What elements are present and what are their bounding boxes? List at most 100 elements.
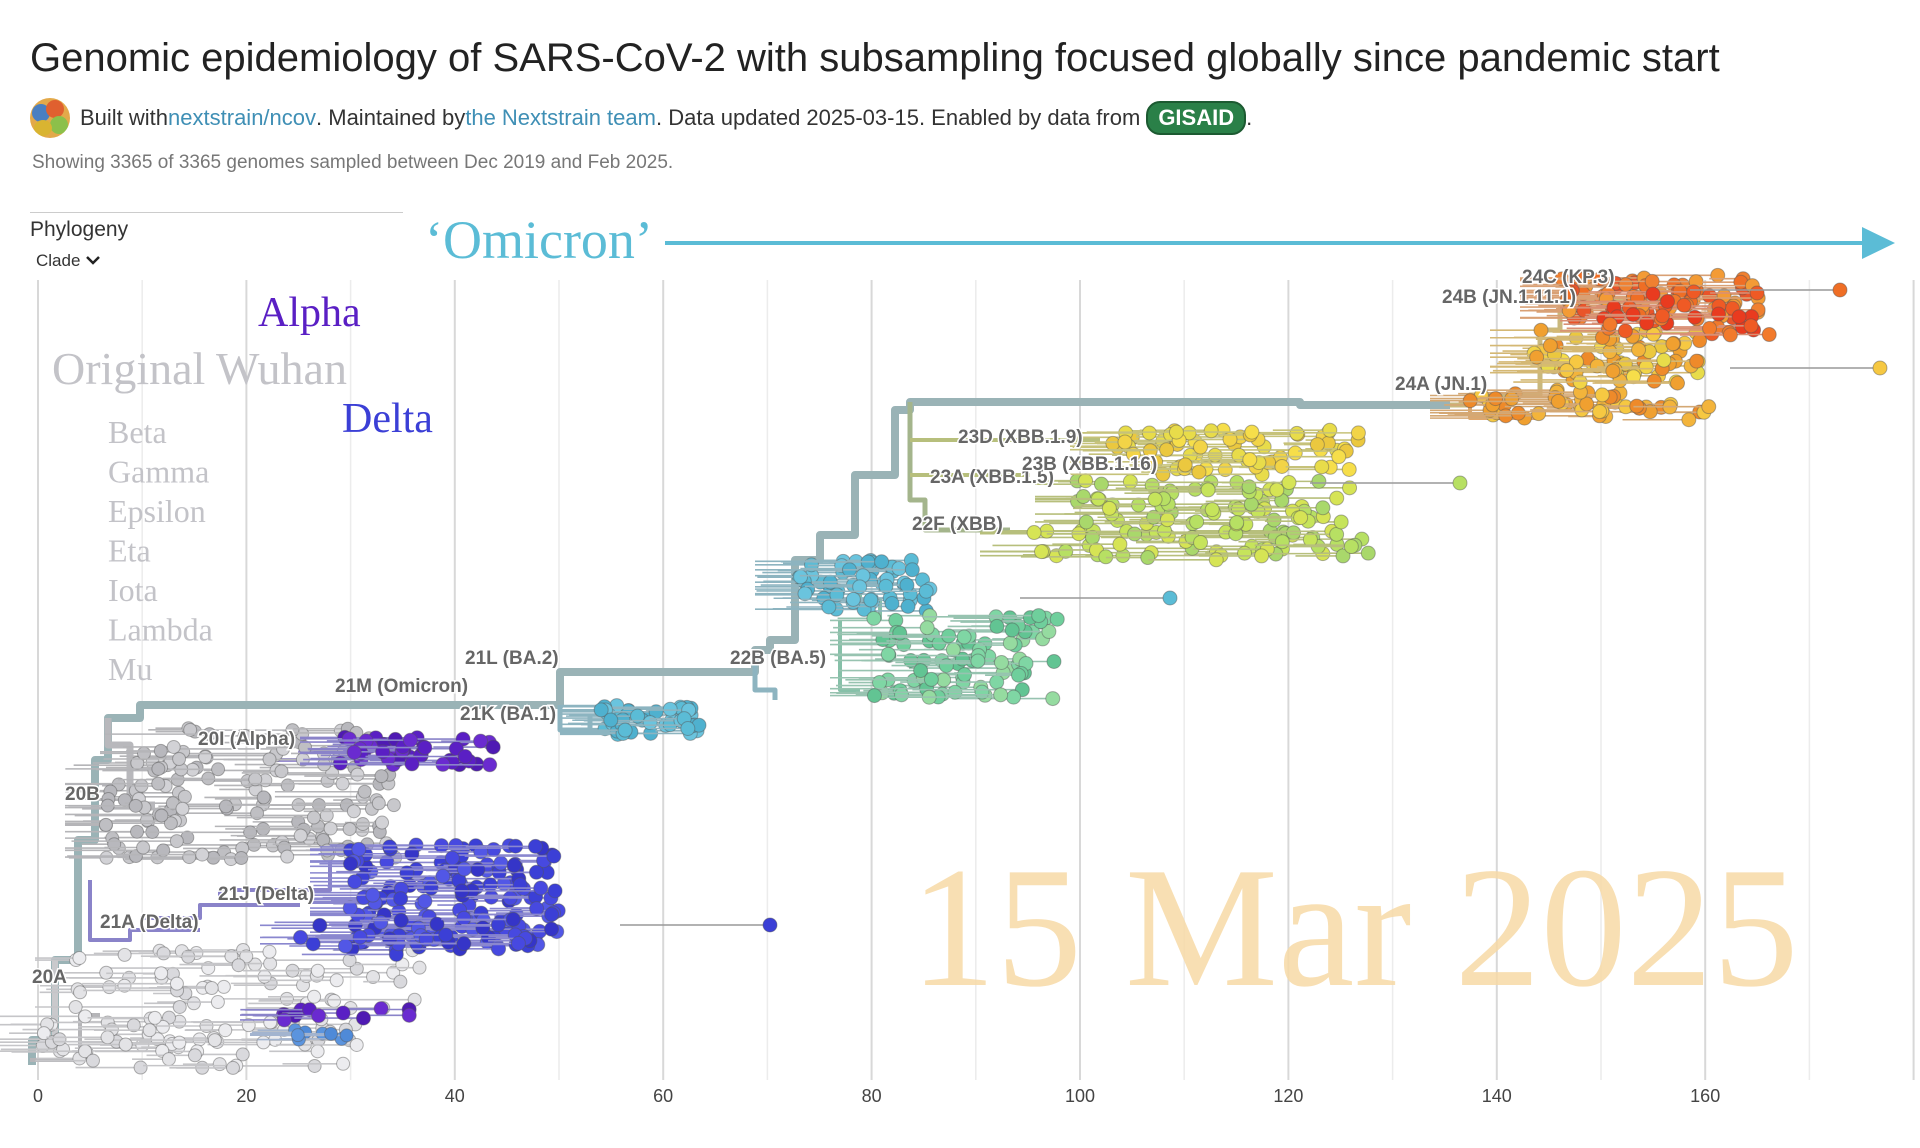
tip[interactable] — [505, 911, 521, 927]
tip[interactable] — [357, 784, 372, 799]
tip[interactable] — [1075, 489, 1091, 505]
tip[interactable] — [547, 883, 563, 899]
tip[interactable] — [793, 569, 809, 585]
tip[interactable] — [153, 743, 168, 758]
tip[interactable] — [546, 848, 562, 864]
tip[interactable] — [1127, 526, 1143, 542]
tip[interactable] — [603, 712, 619, 728]
tip[interactable] — [1329, 526, 1345, 542]
tip[interactable] — [872, 675, 888, 691]
tip[interactable] — [1159, 442, 1175, 458]
tip[interactable] — [630, 708, 646, 724]
tip[interactable] — [1011, 667, 1027, 683]
tip[interactable] — [293, 828, 308, 843]
tip[interactable] — [1112, 536, 1128, 552]
tip[interactable] — [1681, 412, 1697, 428]
tip[interactable] — [263, 1015, 278, 1030]
tip[interactable] — [225, 1060, 240, 1075]
tip[interactable] — [36, 1026, 51, 1041]
tip[interactable] — [161, 1010, 176, 1025]
tip[interactable] — [237, 728, 252, 743]
tip[interactable] — [1702, 320, 1718, 336]
tip[interactable] — [1331, 449, 1347, 465]
repo-link[interactable]: nextstrain/ncov — [168, 105, 317, 130]
tip[interactable] — [1722, 327, 1738, 343]
tip[interactable] — [310, 1044, 325, 1059]
tip[interactable] — [1646, 373, 1662, 389]
tip[interactable] — [212, 1057, 227, 1072]
tip[interactable] — [307, 1058, 322, 1073]
tip[interactable] — [1618, 277, 1634, 293]
tip[interactable] — [336, 1056, 351, 1071]
tip[interactable] — [1335, 548, 1351, 564]
tip[interactable] — [85, 1053, 100, 1068]
tip[interactable] — [412, 960, 427, 975]
tip[interactable] — [198, 750, 213, 765]
tip[interactable] — [163, 816, 178, 831]
tip[interactable] — [993, 687, 1009, 703]
tip[interactable] — [456, 861, 472, 877]
tip[interactable] — [662, 701, 678, 717]
color-by-dropdown[interactable]: Clade — [36, 251, 101, 271]
tip[interactable] — [1350, 425, 1366, 441]
team-link[interactable]: the Nextstrain team — [465, 105, 656, 130]
tip[interactable] — [78, 1009, 93, 1024]
tip[interactable] — [510, 935, 526, 951]
tip[interactable] — [1315, 500, 1331, 516]
tip[interactable] — [899, 577, 915, 593]
tip[interactable] — [1243, 496, 1259, 512]
tip[interactable] — [307, 989, 322, 1004]
tip[interactable] — [235, 1047, 250, 1062]
tip[interactable] — [218, 799, 233, 814]
tip[interactable] — [845, 591, 861, 607]
tip[interactable] — [957, 667, 973, 683]
tip[interactable] — [456, 910, 472, 926]
tip[interactable] — [202, 727, 217, 742]
tip[interactable] — [493, 855, 509, 871]
tip[interactable] — [154, 966, 169, 981]
tip[interactable] — [1711, 306, 1727, 322]
tip[interactable] — [257, 969, 272, 984]
tip[interactable] — [1147, 491, 1163, 507]
tip[interactable] — [102, 980, 117, 995]
tip[interactable] — [136, 840, 151, 855]
tip[interactable] — [1638, 359, 1654, 375]
tip[interactable] — [256, 1035, 271, 1050]
tip[interactable] — [218, 1023, 233, 1038]
tip[interactable] — [186, 996, 201, 1011]
tip[interactable] — [1333, 514, 1349, 530]
tip[interactable] — [117, 947, 132, 962]
tip[interactable] — [1452, 475, 1468, 491]
tip[interactable] — [393, 912, 409, 928]
tip[interactable] — [874, 554, 890, 570]
tip[interactable] — [365, 887, 381, 903]
tip[interactable] — [1229, 515, 1245, 531]
tip[interactable] — [762, 917, 778, 933]
tip[interactable] — [1049, 611, 1065, 627]
tip[interactable] — [231, 958, 246, 973]
tip[interactable] — [210, 995, 225, 1010]
tip[interactable] — [866, 688, 882, 704]
tip[interactable] — [386, 798, 401, 813]
tip[interactable] — [280, 849, 295, 864]
tip[interactable] — [1670, 375, 1686, 391]
tip[interactable] — [1676, 297, 1692, 313]
tip[interactable] — [970, 653, 986, 669]
tip[interactable] — [1360, 545, 1376, 561]
tip[interactable] — [1031, 608, 1047, 624]
tip[interactable] — [382, 839, 398, 855]
tip[interactable] — [1592, 271, 1608, 287]
tip[interactable] — [456, 936, 472, 952]
tip[interactable] — [941, 628, 957, 644]
tip[interactable] — [1204, 502, 1220, 518]
tip[interactable] — [491, 941, 507, 957]
tip[interactable] — [169, 976, 184, 991]
tip[interactable] — [337, 938, 353, 954]
tip[interactable] — [1309, 437, 1325, 453]
tip[interactable] — [989, 618, 1005, 634]
tip[interactable] — [1193, 439, 1209, 455]
tip[interactable] — [1002, 635, 1018, 651]
tip[interactable] — [506, 857, 522, 873]
tip[interactable] — [156, 946, 171, 961]
tip[interactable] — [327, 993, 342, 1008]
